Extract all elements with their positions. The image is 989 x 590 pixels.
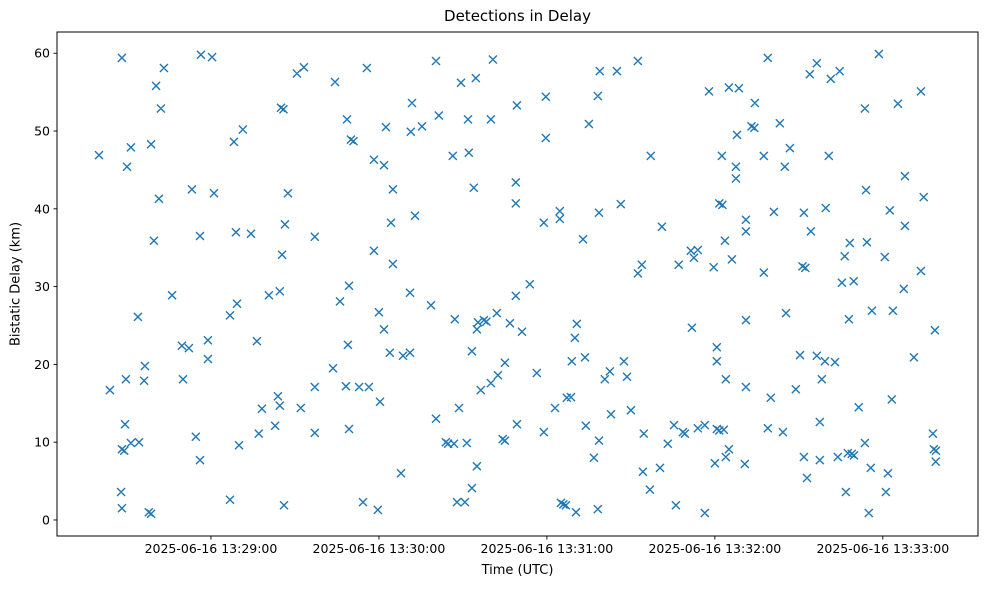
chart-title: Detections in Delay [444,7,591,25]
x-axis-ticks: 2025-06-16 13:29:00 2025-06-16 13:30:00 20… [145,536,949,556]
x-tick-label: 2025-06-16 13:31:00 [481,541,614,556]
x-axis-label: Time (UTC) [481,563,554,578]
y-tick-label: 20 [34,357,50,372]
y-tick-label: 0 [42,512,50,527]
y-tick-label: 10 [34,435,50,450]
x-tick-label: 2025-06-16 13:29:00 [145,541,278,556]
y-tick-label: 60 [34,46,50,61]
x-tick-label: 2025-06-16 13:32:00 [648,541,781,556]
x-tick-label: 2025-06-16 13:30:00 [313,541,446,556]
x-tick-label: 2025-06-16 13:33:00 [816,541,949,556]
y-tick-label: 50 [34,124,50,139]
scatter-points [94,49,941,519]
y-tick-label: 40 [34,201,50,216]
y-axis-ticks: 0 10 20 30 40 50 60 [34,46,57,527]
plot-background [57,32,978,536]
plot-border [56,31,979,537]
y-tick-label: 30 [34,279,50,294]
